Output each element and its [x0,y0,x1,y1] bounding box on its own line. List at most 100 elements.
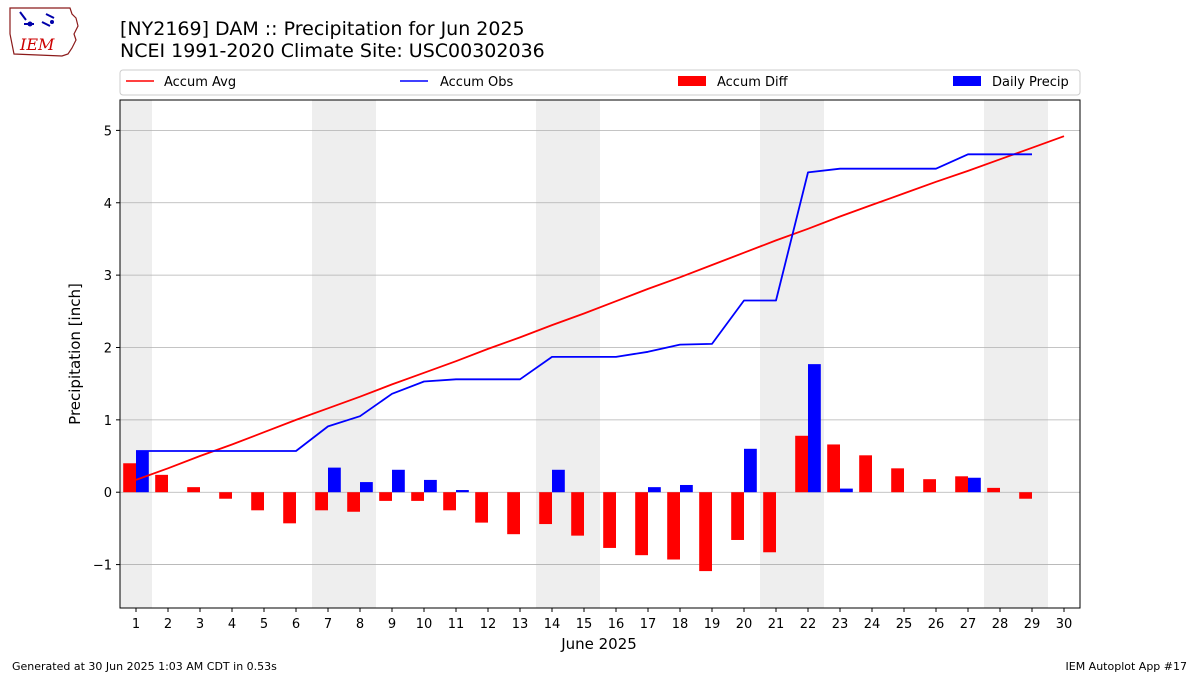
x-tick-label: 2 [164,617,172,632]
accum-diff-bar-3 [187,487,200,493]
x-tick-label: 11 [448,617,465,632]
logo-text: IEM [19,35,55,54]
app-note: IEM Autoplot App #17 [1065,660,1188,673]
accum-diff-bar-18 [667,492,680,560]
legend-swatch-accum-diff [678,76,706,86]
accum-diff-bar-28 [987,487,1000,493]
daily-precip-bar-1 [136,450,149,493]
iem-logo: IEM [9,7,79,57]
lines [135,135,1065,481]
daily-precip-bar-20 [744,448,757,493]
accum-diff-bar-22 [795,435,808,493]
x-tick-label: 4 [228,617,236,632]
x-tick-label: 23 [832,617,849,632]
accum-diff-bar-10 [411,492,424,501]
accum-diff-bar-4 [219,492,232,499]
accum-diff-bar-25 [891,468,904,493]
accum-diff-bar-7 [315,492,328,511]
accum-diff-bar-1 [123,463,136,493]
x-tick-label: 1 [132,617,140,632]
daily-precip-bar-14 [552,469,565,493]
weekend-shade-day-28 [984,100,1016,608]
weekend-shade-day-7 [312,100,344,608]
chart-title: [NY2169] DAM :: Precipitation for Jun 20… [120,18,525,40]
x-tick-label: 26 [928,617,945,632]
daily-precip-bar-27 [968,477,981,493]
daily-precip-bar-8 [360,482,373,493]
accum-diff-bar-27 [955,476,968,493]
y-tick-label: 2 [104,341,112,356]
x-tick-label: 9 [388,617,396,632]
x-tick-label: 7 [324,617,332,632]
y-tick-label: 0 [104,486,112,501]
accum-diff-bar-8 [347,492,360,512]
x-tick-label: 12 [480,617,497,632]
daily-precip-bar-23 [840,488,853,493]
x-tick-label: 6 [292,617,300,632]
y-tick-label: 5 [104,124,112,139]
accum-diff-bar-20 [731,492,744,540]
daily-precip-bar-9 [392,469,405,493]
x-tick-label: 10 [416,617,433,632]
daily-precip-bar-11 [456,490,469,493]
x-tick-label: 29 [1024,617,1041,632]
accum-diff-bar-26 [923,479,936,493]
accum-diff-bar-19 [699,492,712,572]
weekend-shade-day-8 [344,100,376,608]
accum-diff-bar-9 [379,492,392,501]
y-tick-label: 3 [104,269,112,284]
accum-diff-bar-16 [603,492,616,548]
x-tick-label: 30 [1056,617,1073,632]
accum-diff-bar-21 [763,492,776,553]
x-tick-label: 17 [640,617,657,632]
legend-box [119,69,1081,96]
x-tick-label: 19 [704,617,721,632]
x-tick-label: 28 [992,617,1009,632]
accum-diff-bar-2 [155,474,168,493]
x-tick-label: 27 [960,617,977,632]
generated-note: Generated at 30 Jun 2025 1:03 AM CDT in … [12,660,277,673]
x-axis-label: June 2025 [560,635,637,653]
weekend-shade-day-14 [536,100,568,608]
chart-subtitle: NCEI 1991-2020 Climate Site: USC00302036 [120,40,545,62]
daily-precip-bar-7 [328,467,341,493]
x-tick-label: 13 [512,617,529,632]
accum-diff-bar-11 [443,492,456,511]
x-tick-label: 20 [736,617,753,632]
accum-diff-bar-13 [507,492,520,535]
x-tick-label: 8 [356,617,364,632]
y-axis-label: Precipitation [inch] [66,283,84,425]
daily-precip-bar-22 [808,364,821,493]
plot-frame [119,99,1081,609]
y-tick-label: 4 [104,197,112,212]
x-tick-label: 18 [672,617,689,632]
accum-diff-bar-14 [539,492,552,525]
y-tick-label: 1 [104,414,112,429]
accum-diff-bar-29 [1019,492,1032,499]
accum-diff-bar-15 [571,492,584,536]
x-tick-label: 3 [196,617,204,632]
accum-diff-bar-6 [283,492,296,524]
weekend-shade-day-22 [792,100,824,608]
x-tick-label: 14 [544,617,561,632]
accum-diff-bar-12 [475,492,488,523]
legend: Accum Avg Accum Obs Accum Diff Daily Pre… [119,69,1081,96]
bars [123,364,1032,572]
legend-swatch-daily-precip [953,76,981,86]
x-tick-label: 25 [896,617,913,632]
daily-precip-bar-10 [424,479,437,493]
weekend-shade-day-1 [120,100,152,608]
x-tick-label: 16 [608,617,625,632]
accum-diff-bar-17 [635,492,648,556]
x-tick-label: 15 [576,617,593,632]
accum-diff-bar-5 [251,492,264,511]
legend-label-accum-avg: Accum Avg [164,75,236,90]
daily-precip-bar-18 [680,484,693,493]
grid-lines [120,129,1080,565]
x-tick-label: 21 [768,617,785,632]
x-tick-label: 24 [864,617,881,632]
legend-label-accum-diff: Accum Diff [717,75,789,90]
legend-label-daily-precip: Daily Precip [992,75,1069,90]
y-tick-label: −1 [93,559,112,574]
